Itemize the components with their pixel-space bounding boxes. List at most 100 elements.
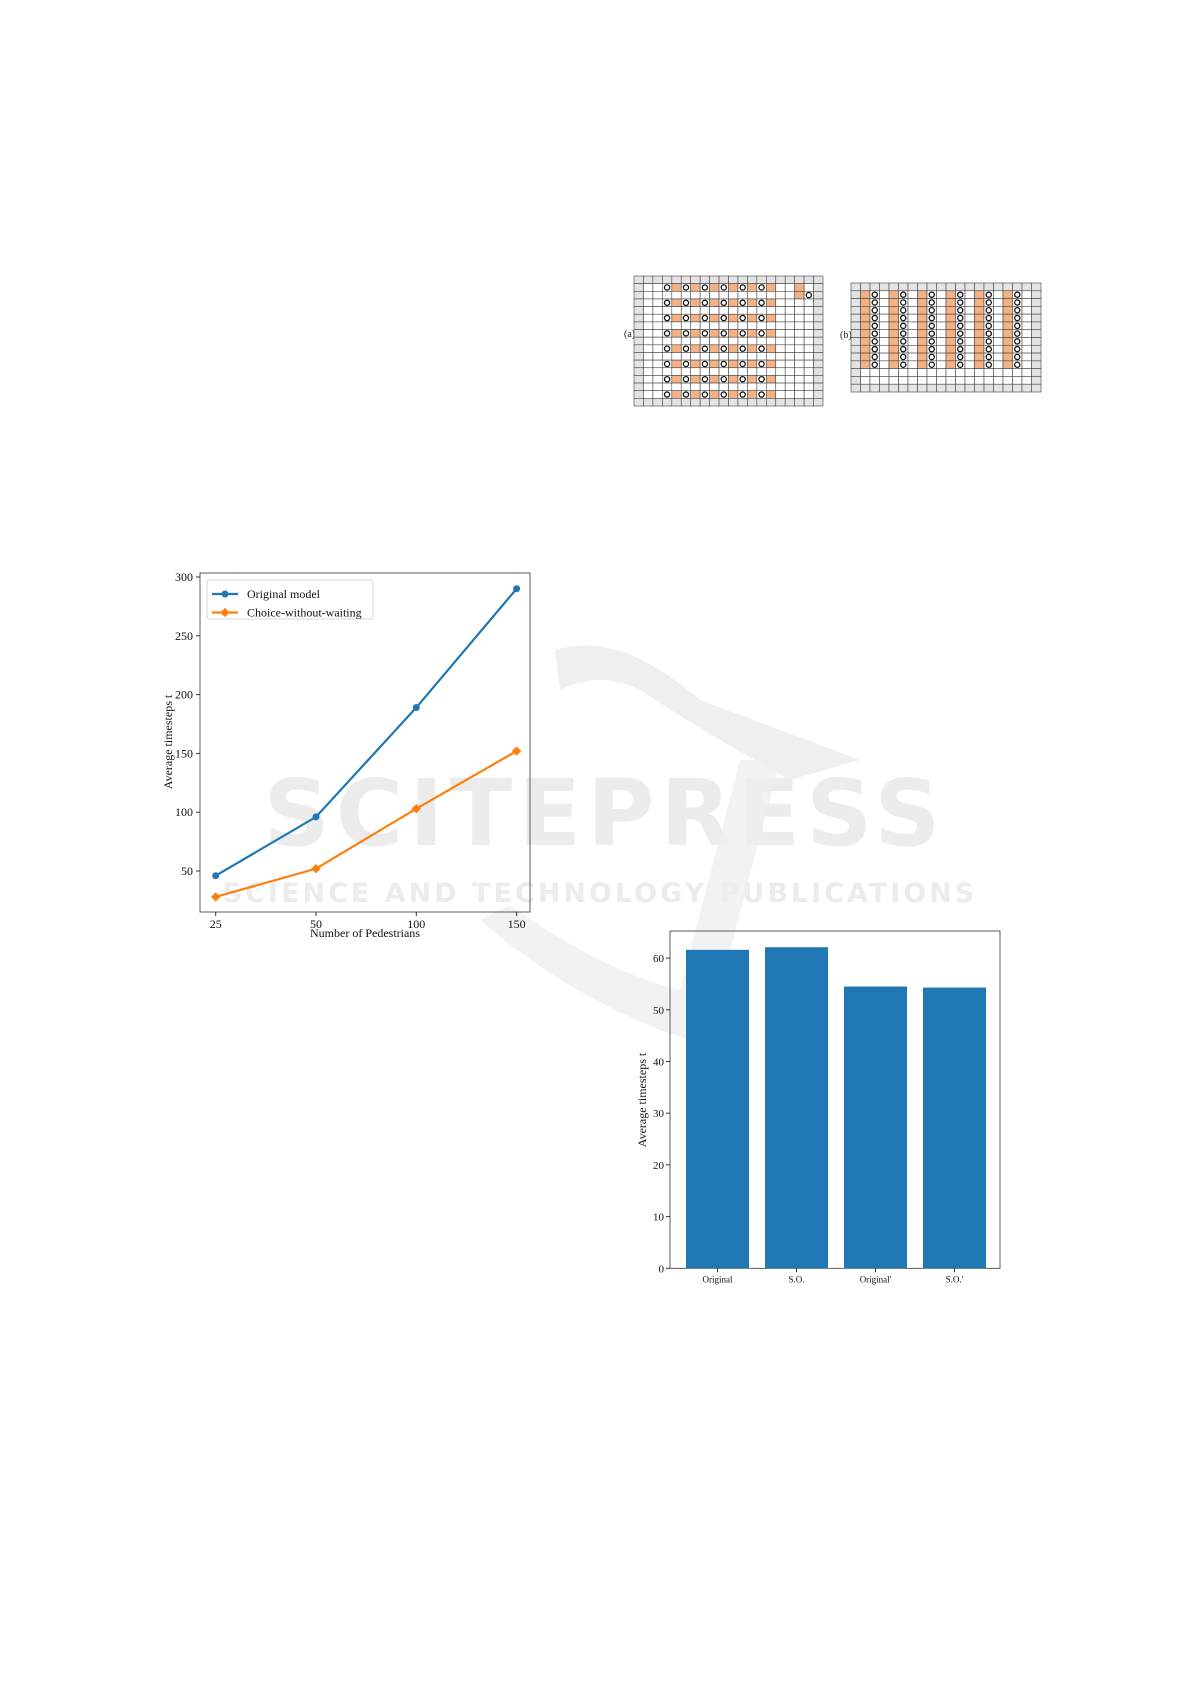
grid-cell	[633, 336, 644, 346]
grid-cell	[917, 313, 928, 323]
grid-cell	[850, 352, 861, 362]
grid-cell	[879, 376, 890, 385]
grid-cell	[699, 306, 710, 315]
pedestrian-icon	[701, 391, 709, 398]
grid-cell	[784, 321, 795, 330]
grid-cell	[737, 398, 748, 407]
grid-cell	[690, 344, 701, 353]
grid-cell	[794, 290, 805, 300]
grid-cell	[643, 306, 654, 315]
grid-cell	[643, 313, 654, 323]
grid-cell	[993, 282, 1004, 292]
grid-cell	[1002, 352, 1013, 362]
grid-cell	[1021, 313, 1032, 323]
data-point	[412, 704, 420, 712]
grid-cell	[671, 275, 682, 284]
grid-cell	[879, 383, 890, 393]
grid-cell	[728, 298, 739, 307]
x-tick-label: S.O.	[788, 1274, 804, 1284]
x-tick-label: 25	[210, 917, 222, 931]
pedestrian-icon	[957, 322, 964, 330]
grid-cell	[1031, 290, 1042, 299]
grid-cell	[643, 290, 654, 300]
pedestrian-icon	[985, 330, 993, 337]
y-axis-label: Average timesteps t	[635, 1052, 649, 1147]
grid-cell	[803, 375, 814, 384]
grid-cell	[964, 383, 975, 393]
grid-cell	[964, 376, 975, 385]
pedestrian-icon	[957, 314, 964, 322]
grid-cell	[974, 383, 985, 393]
grid-cell	[964, 321, 975, 331]
pedestrian-icon	[758, 391, 765, 398]
grid-cell	[993, 360, 1004, 369]
pedestrian-icon	[720, 345, 728, 352]
grid-cell	[633, 298, 644, 307]
grid-cell	[1021, 368, 1032, 377]
grid-cell	[690, 306, 701, 315]
grid-cell	[747, 359, 758, 369]
pedestrian-icon	[900, 361, 907, 368]
grid-cell	[699, 398, 710, 407]
grid-cell	[813, 336, 824, 346]
grid-cell	[964, 298, 975, 307]
grid-cell	[964, 368, 975, 377]
legend-marker	[220, 607, 230, 618]
grid-cell	[756, 367, 767, 376]
grid-cell	[974, 360, 985, 369]
grid-cell	[775, 329, 786, 338]
grid-cell	[775, 275, 786, 284]
pedestrian-icon	[900, 306, 907, 314]
grid-cell	[709, 398, 720, 407]
pedestrian-icon	[701, 360, 709, 368]
grid-cell	[643, 359, 654, 369]
grid-cell	[993, 298, 1004, 307]
grid-cell	[709, 336, 720, 346]
grid-cell	[643, 398, 654, 407]
grid-cell	[728, 367, 739, 376]
grid-cell	[784, 283, 795, 292]
grid-cell	[643, 344, 654, 353]
grid-cell	[747, 390, 758, 399]
pedestrian-icon	[701, 345, 709, 352]
grid-cell	[926, 376, 937, 385]
grid-cell	[1031, 321, 1042, 331]
grid-cell	[737, 352, 748, 361]
pedestrian-icon	[758, 314, 765, 322]
grid-cell	[728, 275, 739, 284]
grid-cell	[747, 283, 758, 292]
grid-cell	[983, 376, 994, 385]
grid-cell	[737, 321, 748, 330]
grid-cell	[1012, 383, 1023, 393]
grid-cell	[1002, 360, 1013, 369]
grid-panel-b	[850, 282, 1042, 393]
pedestrian-icon	[928, 291, 936, 298]
grid-cell	[1021, 282, 1032, 292]
grid-cell	[680, 336, 691, 346]
grid-cell	[936, 360, 947, 369]
grid-cell	[907, 344, 918, 354]
grid-cell	[945, 337, 956, 346]
grid-cell	[813, 298, 824, 307]
grid-cell	[718, 398, 729, 407]
grid-cell	[1002, 306, 1013, 315]
grid-cell	[879, 313, 890, 323]
grid-cell	[1021, 298, 1032, 307]
pedestrian-icon	[957, 330, 964, 337]
grid-cell	[993, 376, 1004, 385]
grid-cell	[775, 290, 786, 300]
pedestrian-icon	[1014, 306, 1021, 314]
grid-cell	[907, 352, 918, 362]
grid-cell	[813, 382, 824, 392]
panel-a-label: (a)	[624, 329, 636, 340]
pedestrian-icon	[1014, 291, 1021, 298]
grid-cell	[945, 290, 956, 299]
grid-cell	[1031, 352, 1042, 362]
grid-cell	[879, 298, 890, 307]
grid-cell	[775, 352, 786, 361]
y-axis-label: Average timesteps t	[161, 694, 175, 789]
grid-cell	[784, 375, 795, 384]
grid-cell	[803, 321, 814, 330]
pedestrian-icon	[682, 391, 690, 398]
grid-cell	[1031, 368, 1042, 377]
